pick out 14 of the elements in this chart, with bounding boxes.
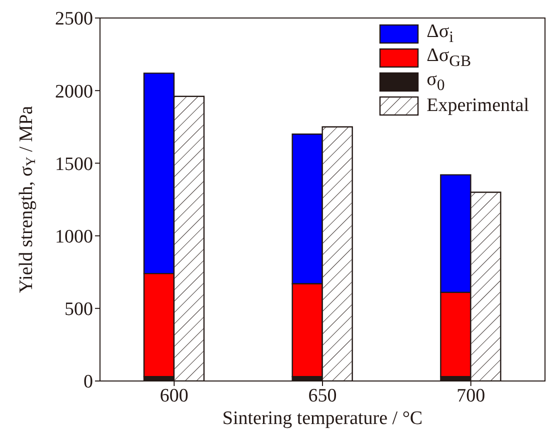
x-tick-label: 600 (160, 385, 188, 406)
legend-label: Experimental (426, 95, 529, 117)
x-axis-title: Sintering temperature / °C (222, 408, 423, 429)
x-tick-label: 700 (456, 385, 486, 406)
y-tick-label: 0 (84, 372, 93, 393)
x-tick-label: 650 (308, 385, 337, 406)
legend-label: σ$_{0}$ (426, 69, 445, 95)
legend-label: Δσ$_{GB}$ (426, 45, 472, 71)
y-tick-label: 2500 (55, 8, 93, 30)
y-tick-label: 500 (64, 299, 93, 320)
y-tick-label: 1500 (55, 154, 93, 175)
y-tick-label: 1000 (55, 226, 93, 248)
y-tick-label: 2000 (55, 81, 93, 102)
legend-label: Δσ$_{i}$ (426, 21, 454, 47)
